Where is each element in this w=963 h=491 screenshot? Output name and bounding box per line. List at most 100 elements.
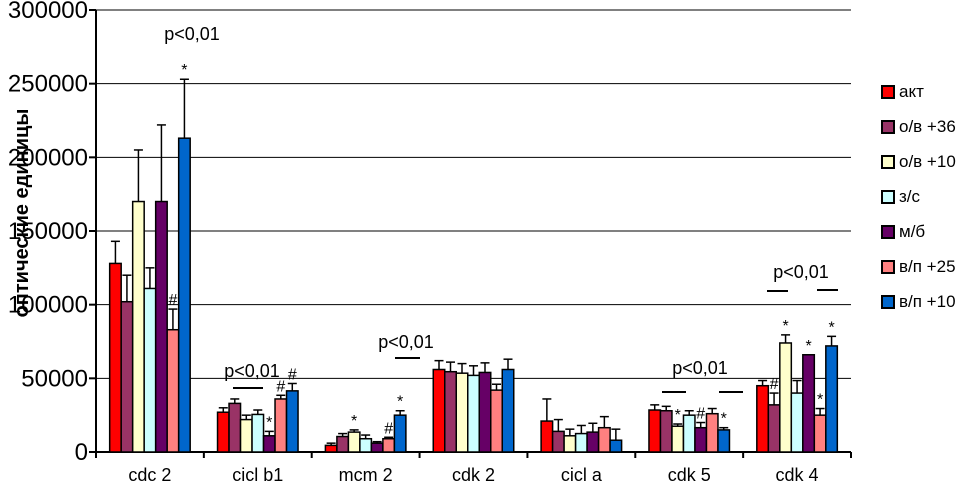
y-tick-label: 0 [75,439,88,466]
bar-6-6 [825,345,839,453]
bar-5-6 [813,414,827,453]
bar-1-5 [659,409,673,453]
bar-6-0 [177,137,191,453]
x-category-label: cdk 2 [452,465,495,485]
bar-2-2 [347,431,361,453]
p-value-annotation: p<0,01 [164,24,220,44]
x-category-label: cdk 5 [668,465,711,485]
bar-1-1 [228,402,242,453]
bar-4-0 [154,200,168,453]
legend-item-4: м/б [881,222,926,241]
significance-marker: # [168,292,177,309]
legend-swatch [881,225,895,239]
bar-2-1 [239,418,253,453]
x-category-label: cicl a [561,465,603,485]
bar-4-4 [586,431,600,453]
bar-3-3 [467,374,480,453]
bar-2-6 [779,342,793,453]
y-tick-label: 100000 [8,292,88,319]
bar-3-6 [790,392,804,453]
p-value-annotation: p<0,01 [773,262,829,282]
x-category-label: mcm 2 [339,465,393,485]
bar-5-1 [274,398,288,453]
legend-swatch [881,190,895,204]
legend-item-0: акт [881,82,924,101]
significance-marker: * [397,394,403,411]
bar-0-4 [540,420,554,453]
bar-5-0 [166,328,180,453]
p-value-annotation: p<0,01 [224,361,280,381]
bar-3-1 [251,413,265,453]
bar-2-3 [455,372,469,453]
bar-4-6 [802,354,816,453]
legend-label: акт [899,82,924,101]
bar-5-3 [490,389,503,453]
significance-marker: * [181,62,187,79]
significance-marker: # [696,406,705,423]
x-category-label: cdc 2 [128,465,171,485]
bar-6-5 [717,429,731,453]
legend-item-2: о/в +10 [881,152,956,171]
y-tick-label: 300000 [8,0,88,24]
bar-3-5 [682,414,696,453]
bar-1-4 [551,430,565,453]
significance-marker: * [721,411,727,428]
bar-3-0 [143,287,157,453]
legend-item-3: з/с [881,187,921,206]
legend-swatch [881,260,895,274]
legend-item-1: о/в +36 [881,117,956,136]
bar-4-1 [262,435,276,453]
bar-1-2 [336,435,350,453]
significance-marker: * [266,414,272,431]
significance-marker: * [828,319,834,336]
bar-2-5 [671,425,685,453]
bar-3-4 [574,432,588,453]
bar-5-5 [705,412,719,453]
bar-4-3 [478,371,492,453]
significance-marker: # [288,366,297,383]
bar-4-2 [370,442,384,453]
y-tick-label: 250000 [8,71,88,98]
legend-label: в/п +25 [899,257,956,276]
bar-6-4 [609,439,623,453]
bar-1-0 [120,300,134,453]
legend-label: м/б [899,222,926,241]
significance-marker: * [351,413,357,430]
bar-2-4 [563,435,577,453]
bar-0-0 [108,262,122,453]
significance-marker: * [805,338,811,355]
legend-item-6: в/п +10 [881,292,956,311]
legend-item-5: в/п +25 [881,257,956,276]
p-value-annotation: p<0,01 [672,358,728,378]
legend-swatch [881,295,895,309]
bar-0-5 [648,409,662,453]
significance-marker: * [782,318,788,335]
legend-swatch [881,85,895,99]
bar-1-6 [767,404,781,453]
significance-marker: * [675,407,681,424]
legend-label: з/с [899,187,921,206]
legend-label: в/п +10 [899,292,956,311]
bar-2-0 [131,200,145,453]
bar-3-2 [359,437,373,453]
bar-5-2 [382,437,396,453]
bar-6-3 [501,368,515,453]
significance-marker: * [817,392,823,409]
bar-4-5 [694,426,708,453]
significance-marker: # [276,378,285,395]
legend-swatch [881,155,895,169]
y-tick-label: 50000 [21,365,88,392]
y-tick-label: 150000 [8,218,88,245]
significance-marker: # [384,420,393,437]
bar-0-6 [756,384,770,453]
bar-6-2 [393,414,407,453]
bar-0-1 [216,411,230,453]
legend-label: о/в +10 [899,152,956,171]
legend-swatch [881,120,895,134]
x-category-label: cicl b1 [232,465,283,485]
p-value-annotation: p<0,01 [378,332,434,352]
bar-0-2 [324,444,338,453]
significance-marker: # [770,376,779,393]
